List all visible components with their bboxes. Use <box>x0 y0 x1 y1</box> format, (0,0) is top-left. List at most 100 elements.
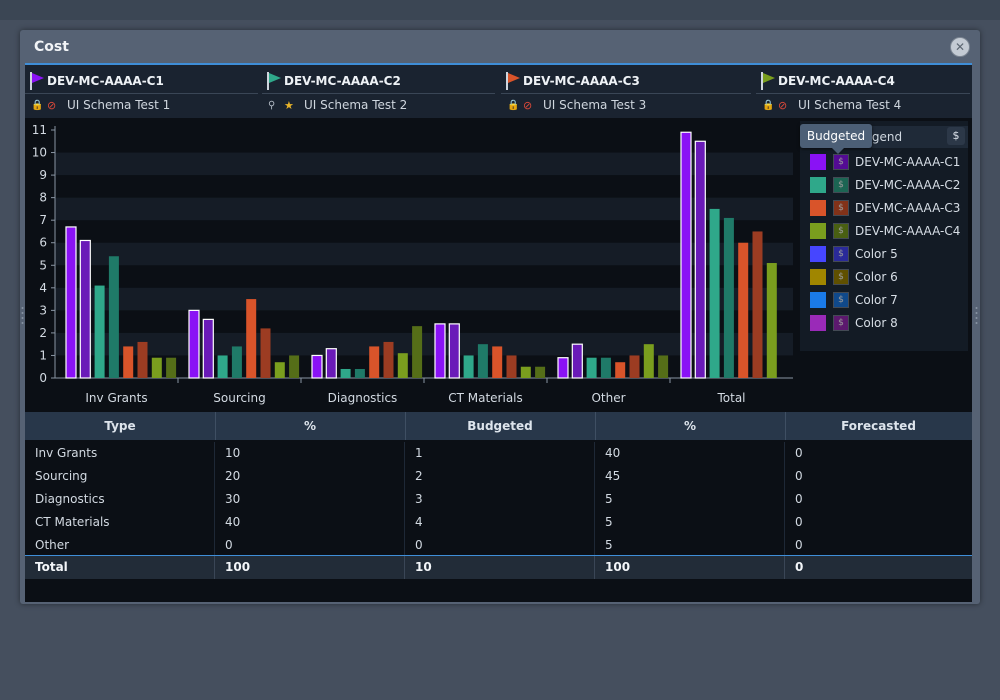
divider <box>501 93 751 94</box>
bar <box>507 355 517 378</box>
bar <box>203 319 213 378</box>
legend-swatch <box>810 200 826 216</box>
bar <box>724 218 734 378</box>
money-bag-icon[interactable]: $ <box>833 177 849 193</box>
cell-forecasted: 0 <box>785 442 972 465</box>
money-bag-icon[interactable]: $ <box>833 315 849 331</box>
legend-swatch <box>810 315 826 331</box>
column-header-percent-2[interactable]: % <box>595 412 786 440</box>
legend-item[interactable]: $ DEV-MC-AAAA-C2 <box>805 176 965 196</box>
close-button[interactable]: ✕ <box>950 37 970 57</box>
column-header-forecasted[interactable]: Forecasted <box>785 412 972 440</box>
table-row[interactable]: Other 0 0 5 0 <box>25 534 972 557</box>
comparison-column-4[interactable]: DEV-MC-AAAA-C4 🔒 ⊘ UI Schema Test 4 <box>756 65 970 118</box>
bar <box>521 367 531 378</box>
comparison-name: DEV-MC-AAAA-C2 <box>284 74 401 88</box>
bar <box>384 342 394 378</box>
divider <box>262 93 495 94</box>
window-titlebar[interactable]: Cost ✕ <box>20 30 980 64</box>
money-bag-icon[interactable]: $ <box>833 200 849 216</box>
legend-label: DEV-MC-AAAA-C2 <box>855 178 960 192</box>
legend-label: DEV-MC-AAAA-C3 <box>855 201 960 215</box>
x-tick-label: Diagnostics <box>328 391 398 405</box>
bar <box>449 324 459 378</box>
table-row[interactable]: Diagnostics 30 3 5 0 <box>25 488 972 511</box>
binoculars-icon: ⚲ <box>268 100 275 111</box>
cell-percent-2: 45 <box>595 465 785 488</box>
cell-forecasted: 0 <box>785 511 972 534</box>
bar <box>681 132 691 378</box>
legend-item[interactable]: $ Color 8 <box>805 314 965 334</box>
bar <box>341 369 351 378</box>
comparison-column-1[interactable]: DEV-MC-AAAA-C1 🔒 ⊘ UI Schema Test 1 <box>25 65 258 118</box>
comparison-column-3[interactable]: DEV-MC-AAAA-C3 🔒 ⊘ UI Schema Test 3 <box>501 65 751 118</box>
cell-percent: 10 <box>215 442 405 465</box>
flag-icon <box>505 72 521 90</box>
no-entry-icon: ⊘ <box>523 99 532 112</box>
legend-item[interactable]: $ DEV-MC-AAAA-C1 <box>805 153 965 173</box>
bar <box>767 263 777 378</box>
money-bag-icon[interactable]: $ <box>833 246 849 262</box>
cell-budgeted: 2 <box>405 465 595 488</box>
bar <box>587 358 597 378</box>
table-total-row: Total 100 10 100 0 <box>25 555 972 579</box>
legend-swatch <box>810 223 826 239</box>
cell-percent-2: 5 <box>595 534 785 557</box>
bar <box>189 310 199 378</box>
bar <box>435 324 445 378</box>
legend-item[interactable]: $ DEV-MC-AAAA-C3 <box>805 199 965 219</box>
left-resize-grip[interactable] <box>21 305 24 327</box>
cell-budgeted: 4 <box>405 511 595 534</box>
divider <box>756 93 970 94</box>
column-header-type[interactable]: Type <box>25 412 216 440</box>
bar <box>246 299 256 378</box>
bar <box>109 256 119 378</box>
table-row[interactable]: CT Materials 40 4 5 0 <box>25 511 972 534</box>
legend-item[interactable]: $ Color 7 <box>805 291 965 311</box>
schema-name: UI Schema Test 4 <box>798 98 901 112</box>
legend-item[interactable]: $ DEV-MC-AAAA-C4 <box>805 222 965 242</box>
bar <box>398 353 408 378</box>
chart-area: 0 1 2 3 4 5 6 7 8 9 10 11 Inv Grants Sourcing Diagnost… <box>25 118 795 412</box>
schema-name: UI Schema Test 3 <box>543 98 646 112</box>
legend-item[interactable]: $ Color 5 <box>805 245 965 265</box>
flag-shape <box>269 73 281 83</box>
table-row[interactable]: Sourcing 20 2 45 0 <box>25 465 972 488</box>
money-bag-icon[interactable]: $ <box>833 292 849 308</box>
comparison-name: DEV-MC-AAAA-C3 <box>523 74 640 88</box>
money-bag-icon[interactable]: $ <box>833 223 849 239</box>
total-forecasted: 0 <box>785 556 972 579</box>
column-header-budgeted[interactable]: Budgeted <box>405 412 596 440</box>
legend-item[interactable]: $ Color 6 <box>805 268 965 288</box>
bar <box>695 141 705 378</box>
table-row[interactable]: Inv Grants 10 1 40 0 <box>25 442 972 465</box>
bar <box>218 355 228 378</box>
comparison-column-2[interactable]: DEV-MC-AAAA-C2 ⚲ ★ UI Schema Test 2 <box>262 65 495 118</box>
legend-swatch <box>810 154 826 170</box>
bar <box>369 346 379 378</box>
cell-percent-2: 40 <box>595 442 785 465</box>
bar <box>558 358 568 378</box>
schema-name: UI Schema Test 2 <box>304 98 407 112</box>
bar <box>630 355 640 378</box>
bar <box>95 286 105 378</box>
right-resize-grip[interactable] <box>975 305 978 327</box>
cell-percent-2: 5 <box>595 488 785 511</box>
money-bag-icon[interactable]: $ <box>833 154 849 170</box>
bar <box>738 243 748 378</box>
total-label: Total <box>25 556 215 579</box>
budgeted-tooltip: Budgeted <box>800 124 872 148</box>
schema-name: UI Schema Test 1 <box>67 98 170 112</box>
money-bag-icon[interactable]: $ <box>833 269 849 285</box>
y-tick-label: 2 <box>39 326 47 340</box>
cell-percent: 0 <box>215 534 405 557</box>
column-header-percent[interactable]: % <box>215 412 406 440</box>
money-bag-icon[interactable]: $ <box>947 127 965 145</box>
cell-percent: 20 <box>215 465 405 488</box>
bar <box>710 209 720 378</box>
bar <box>658 355 668 378</box>
y-tick-label: 1 <box>39 348 47 362</box>
comparison-name: DEV-MC-AAAA-C1 <box>47 74 164 88</box>
cell-type: Other <box>25 534 215 557</box>
cost-bar-chart: 0 1 2 3 4 5 6 7 8 9 10 11 Inv Grants Sourcing Diagnost… <box>25 118 795 412</box>
